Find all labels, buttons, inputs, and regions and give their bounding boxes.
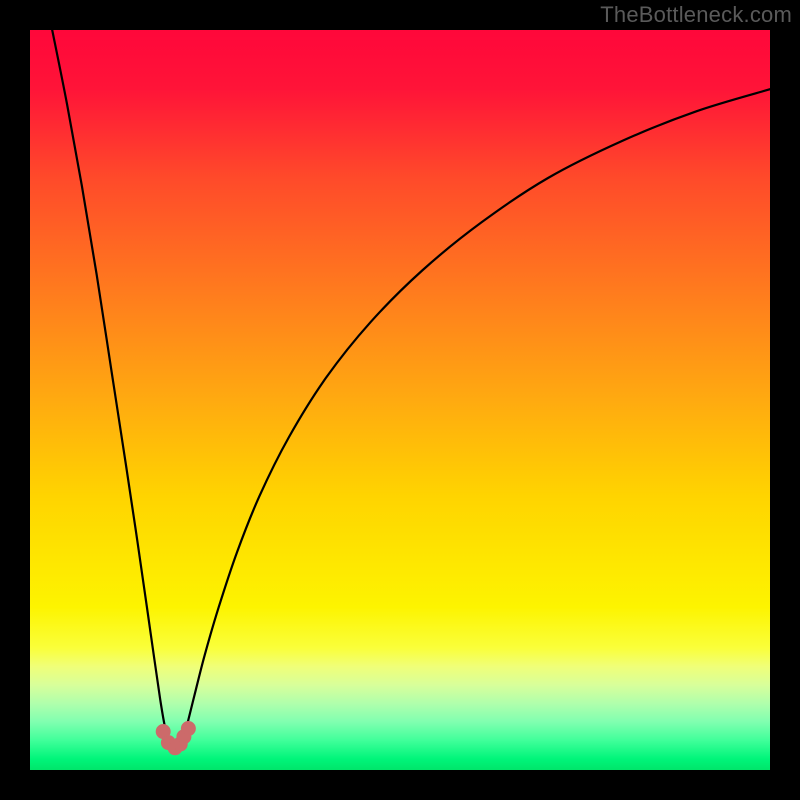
plot-area: [30, 30, 770, 770]
chart-container: TheBottleneck.com: [0, 0, 800, 800]
watermark-text: TheBottleneck.com: [600, 2, 792, 28]
data-marker: [181, 722, 195, 736]
curve-left-branch: [52, 30, 168, 740]
curve-layer: [30, 30, 770, 770]
curve-right-branch: [182, 89, 770, 740]
